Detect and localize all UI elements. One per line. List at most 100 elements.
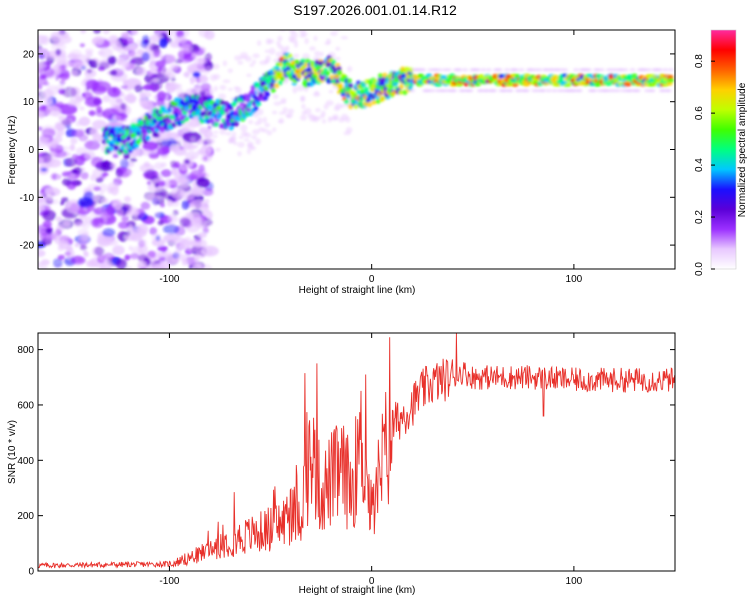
heatmap-noise-blob [264,49,270,53]
heatmap-noise-blob [193,257,198,262]
heatmap-noise-blob [251,135,258,140]
heatmap-noise-blob [152,78,159,83]
heatmap-noise-blob [161,246,167,253]
heatmap-noise-blob [80,171,89,180]
heatmap-signal-blob [113,144,119,150]
heatmap-noise-blob [125,230,132,236]
heatmap-noise-blob [120,103,127,110]
heatmap-noise-blob [115,258,127,269]
heatmap-noise-blob [38,204,45,212]
heatmap-signal-blob [184,116,190,122]
heatmap-noise-blob [340,36,349,40]
heatmap-noise-blob [252,129,260,135]
heatmap-noise-blob [66,173,75,181]
heatmap-signal-blob [270,87,276,94]
heatmap-noise-blob [78,233,91,245]
heatmap-noise-blob [178,44,193,54]
heatmap-noise-blob [75,147,88,155]
heatmap-noise-blob [300,95,305,102]
heatmap-noise-blob [189,137,197,142]
heatmap-noise-blob [155,60,166,68]
heatmap-halo-blob [562,68,569,72]
heatmap-noise-blob [177,35,187,44]
heatmap-noise-blob [282,21,289,25]
heatmap-noise-blob [248,119,254,125]
heatmap-signal-blob [216,114,222,120]
heatmap-signal-blob [343,99,350,105]
heatmap-noise-blob [279,100,287,105]
heatmap-noise-blob [126,30,132,34]
heatmap-noise-blob [95,177,104,183]
heatmap-noise-blob [321,19,327,25]
heatmap-noise-blob [302,53,310,60]
heatmap-noise-blob [209,74,217,82]
heatmap-signal-blob [194,100,200,106]
heatmap-noise-blob [132,30,139,35]
heatmap-noise-blob [99,174,106,180]
heatmap-noise-blob [157,146,170,156]
heatmap-noise-blob [308,115,317,122]
heatmap-noise-blob [201,187,214,196]
heatmap-noise-blob [55,48,62,56]
heatmap-noise-blob [278,117,285,124]
heatmap-halo-blob [635,89,641,93]
heatmap-noise-blob [206,135,211,142]
snr-ytick-label: 600 [17,400,34,411]
heatmap-noise-blob [99,262,112,269]
heatmap-noise-blob [71,53,81,60]
heatmap-noise-blob [229,135,237,141]
heatmap-noise-blob [122,36,134,44]
heatmap-noise-blob [79,106,85,111]
heatmap-noise-blob [191,64,198,69]
heatmap-halo-blob [474,68,481,72]
heatmap-noise-blob [38,249,46,257]
heatmap-noise-blob [238,135,244,139]
snr-xlabel: Height of straight line (km) [299,585,416,596]
heatmap-halo-blob [518,68,525,72]
heatmap-halo-blob [467,89,474,93]
heatmap-noise-blob [185,256,196,265]
heatmap-noise-blob [99,205,106,211]
heatmap-noise-blob [257,40,262,46]
heatmap-halo-blob [622,68,629,72]
heatmap-noise-blob [80,30,87,34]
heatmap-noise-blob [98,47,113,58]
heatmap-noise-blob [181,258,188,266]
heatmap-halo-blob [480,68,487,72]
heatmap-noise-blob [121,215,130,222]
heatmap-noise-blob [87,59,97,66]
heatmap-noise-blob [253,111,260,118]
heatmap-noise-blob [176,30,185,38]
heatmap-signal-blob [336,66,342,72]
spectrogram-xtick-label: 0 [369,274,375,285]
heatmap-noise-blob [91,85,107,95]
colorbar-tick-label: 0.6 [694,106,705,120]
heatmap-noise-blob [192,71,201,78]
heatmap-noise-blob [208,89,215,95]
heatmap-noise-blob [112,245,125,256]
heatmap-noise-blob [62,86,77,98]
heatmap-signal-blob [245,107,251,113]
heatmap-noise-blob [94,246,105,256]
heatmap-noise-blob [91,156,103,168]
heatmap-noise-blob [79,43,85,48]
heatmap-halo-blob [645,68,652,72]
heatmap-noise-blob [339,103,345,109]
heatmap-signal-blob [250,90,257,96]
heatmap-noise-blob [91,37,105,45]
heatmap-noise-blob [254,121,261,126]
heatmap-noise-blob [41,128,56,138]
heatmap-noise-blob [179,238,191,250]
heatmap-noise-blob [79,244,88,251]
heatmap-noise-blob [62,146,70,151]
heatmap-noise-blob [249,63,255,67]
heatmap-noise-blob [154,162,164,170]
heatmap-signal-blob [208,117,214,124]
heatmap-noise-blob [125,265,133,269]
heatmap-noise-blob [52,258,63,268]
heatmap-noise-blob [280,46,288,53]
heatmap-noise-blob [144,169,156,180]
heatmap-noise-blob [56,31,65,37]
heatmap-noise-blob [208,153,214,159]
heatmap-noise-blob [61,73,69,78]
